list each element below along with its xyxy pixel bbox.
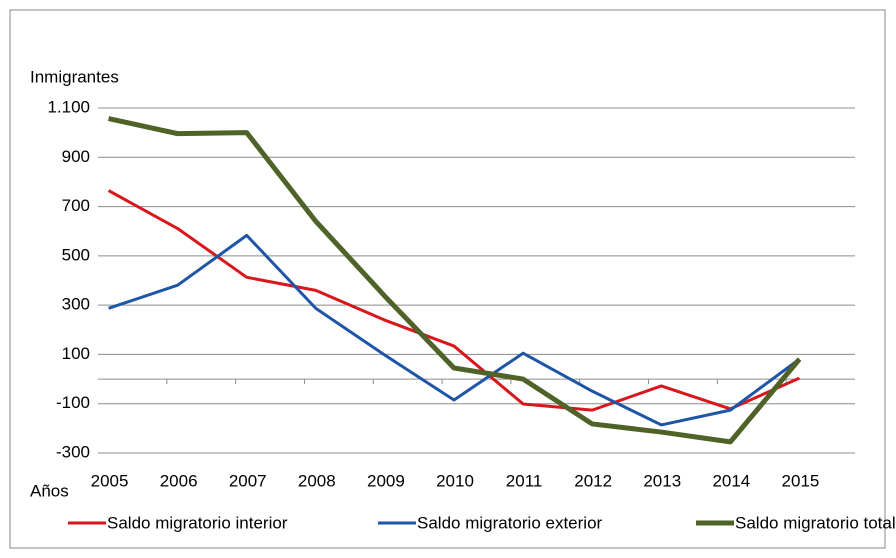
x-axis-label: Años [30, 481, 69, 500]
x-tick-label: 2009 [367, 471, 405, 490]
y-tick-label: 100 [62, 344, 90, 363]
y-tick-label: 900 [62, 147, 90, 166]
legend-label: Saldo migratorio total [735, 513, 896, 532]
x-tick-label: 2012 [574, 471, 612, 490]
x-tick-label: 2005 [91, 471, 129, 490]
line-series [107, 189, 801, 412]
y-tick-label: -100 [56, 393, 90, 412]
y-tick-label: 700 [62, 196, 90, 215]
x-tick-label: 2006 [160, 471, 198, 490]
x-tick-label: 2010 [436, 471, 474, 490]
y-tick-label: 500 [62, 245, 90, 264]
y-tick-label: 1.100 [47, 97, 90, 116]
x-tick-label: 2013 [643, 471, 681, 490]
x-tick-label: 2015 [782, 471, 820, 490]
chart-frame [9, 9, 886, 549]
y-axis-label: Inmigrantes [30, 67, 119, 86]
y-tick-label: -300 [56, 442, 90, 461]
legend-label: Saldo migratorio exterior [417, 513, 603, 532]
x-tick-label: 2011 [506, 471, 543, 490]
y-tick-label: 300 [62, 295, 90, 314]
legend-label: Saldo migratorio interior [107, 513, 288, 532]
x-tick-label: 2014 [712, 471, 750, 490]
line-series [108, 116, 802, 445]
line-series [108, 233, 801, 427]
x-tick-label: 2008 [298, 471, 336, 490]
x-tick-label: 2007 [229, 471, 267, 490]
